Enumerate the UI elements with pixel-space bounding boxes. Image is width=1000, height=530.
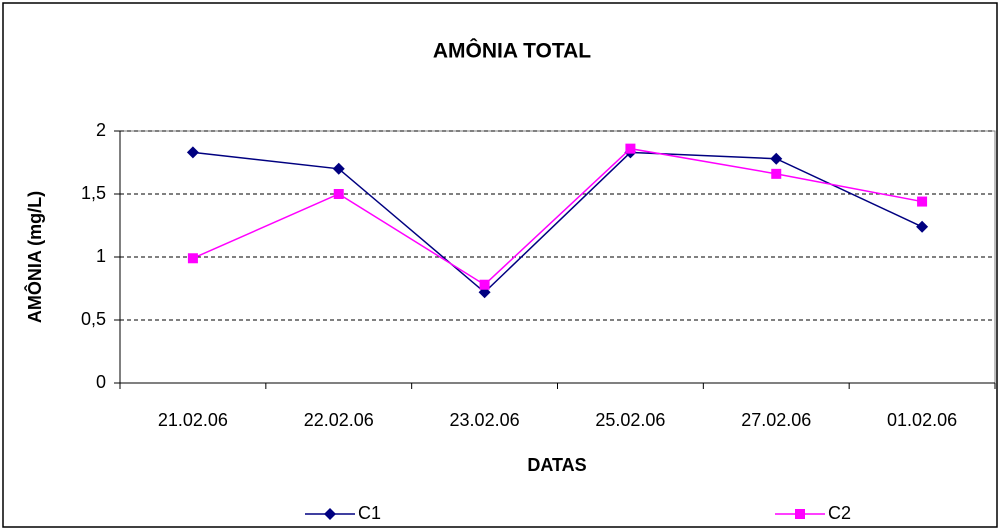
marker [324, 508, 336, 520]
y-tick-label: 0 [96, 372, 106, 392]
x-axis-label: DATAS [527, 455, 586, 475]
y-tick-label: 2 [96, 120, 106, 140]
marker [333, 189, 344, 199]
y-tick-label: 0,5 [81, 309, 106, 329]
marker [187, 253, 198, 264]
series-line [192, 147, 923, 286]
chart-title: AMÔNIA TOTAL [433, 39, 591, 63]
marker [625, 143, 636, 154]
marker [770, 152, 783, 165]
marker [186, 146, 199, 159]
y-axis-label: AMÔNIA (mg/L) [24, 191, 45, 323]
x-tick-label: 22.02.06 [304, 410, 374, 430]
y-tick-label: 1 [96, 246, 106, 266]
x-tick-label: 21.02.06 [158, 410, 228, 430]
x-tick-label: 23.02.06 [450, 410, 520, 430]
marker [332, 162, 345, 175]
marker [479, 279, 490, 290]
series-line [192, 151, 923, 294]
x-tick-label: 25.02.06 [595, 410, 665, 430]
marker [771, 168, 782, 179]
marker [917, 196, 928, 207]
marker [916, 220, 929, 233]
x-tick-label: 27.02.06 [741, 410, 811, 430]
legend-label: C2 [828, 503, 851, 523]
y-tick-label: 1,5 [81, 183, 106, 203]
x-tick-label: 01.02.06 [887, 410, 957, 430]
marker [795, 509, 805, 519]
legend-label: C1 [358, 503, 381, 523]
